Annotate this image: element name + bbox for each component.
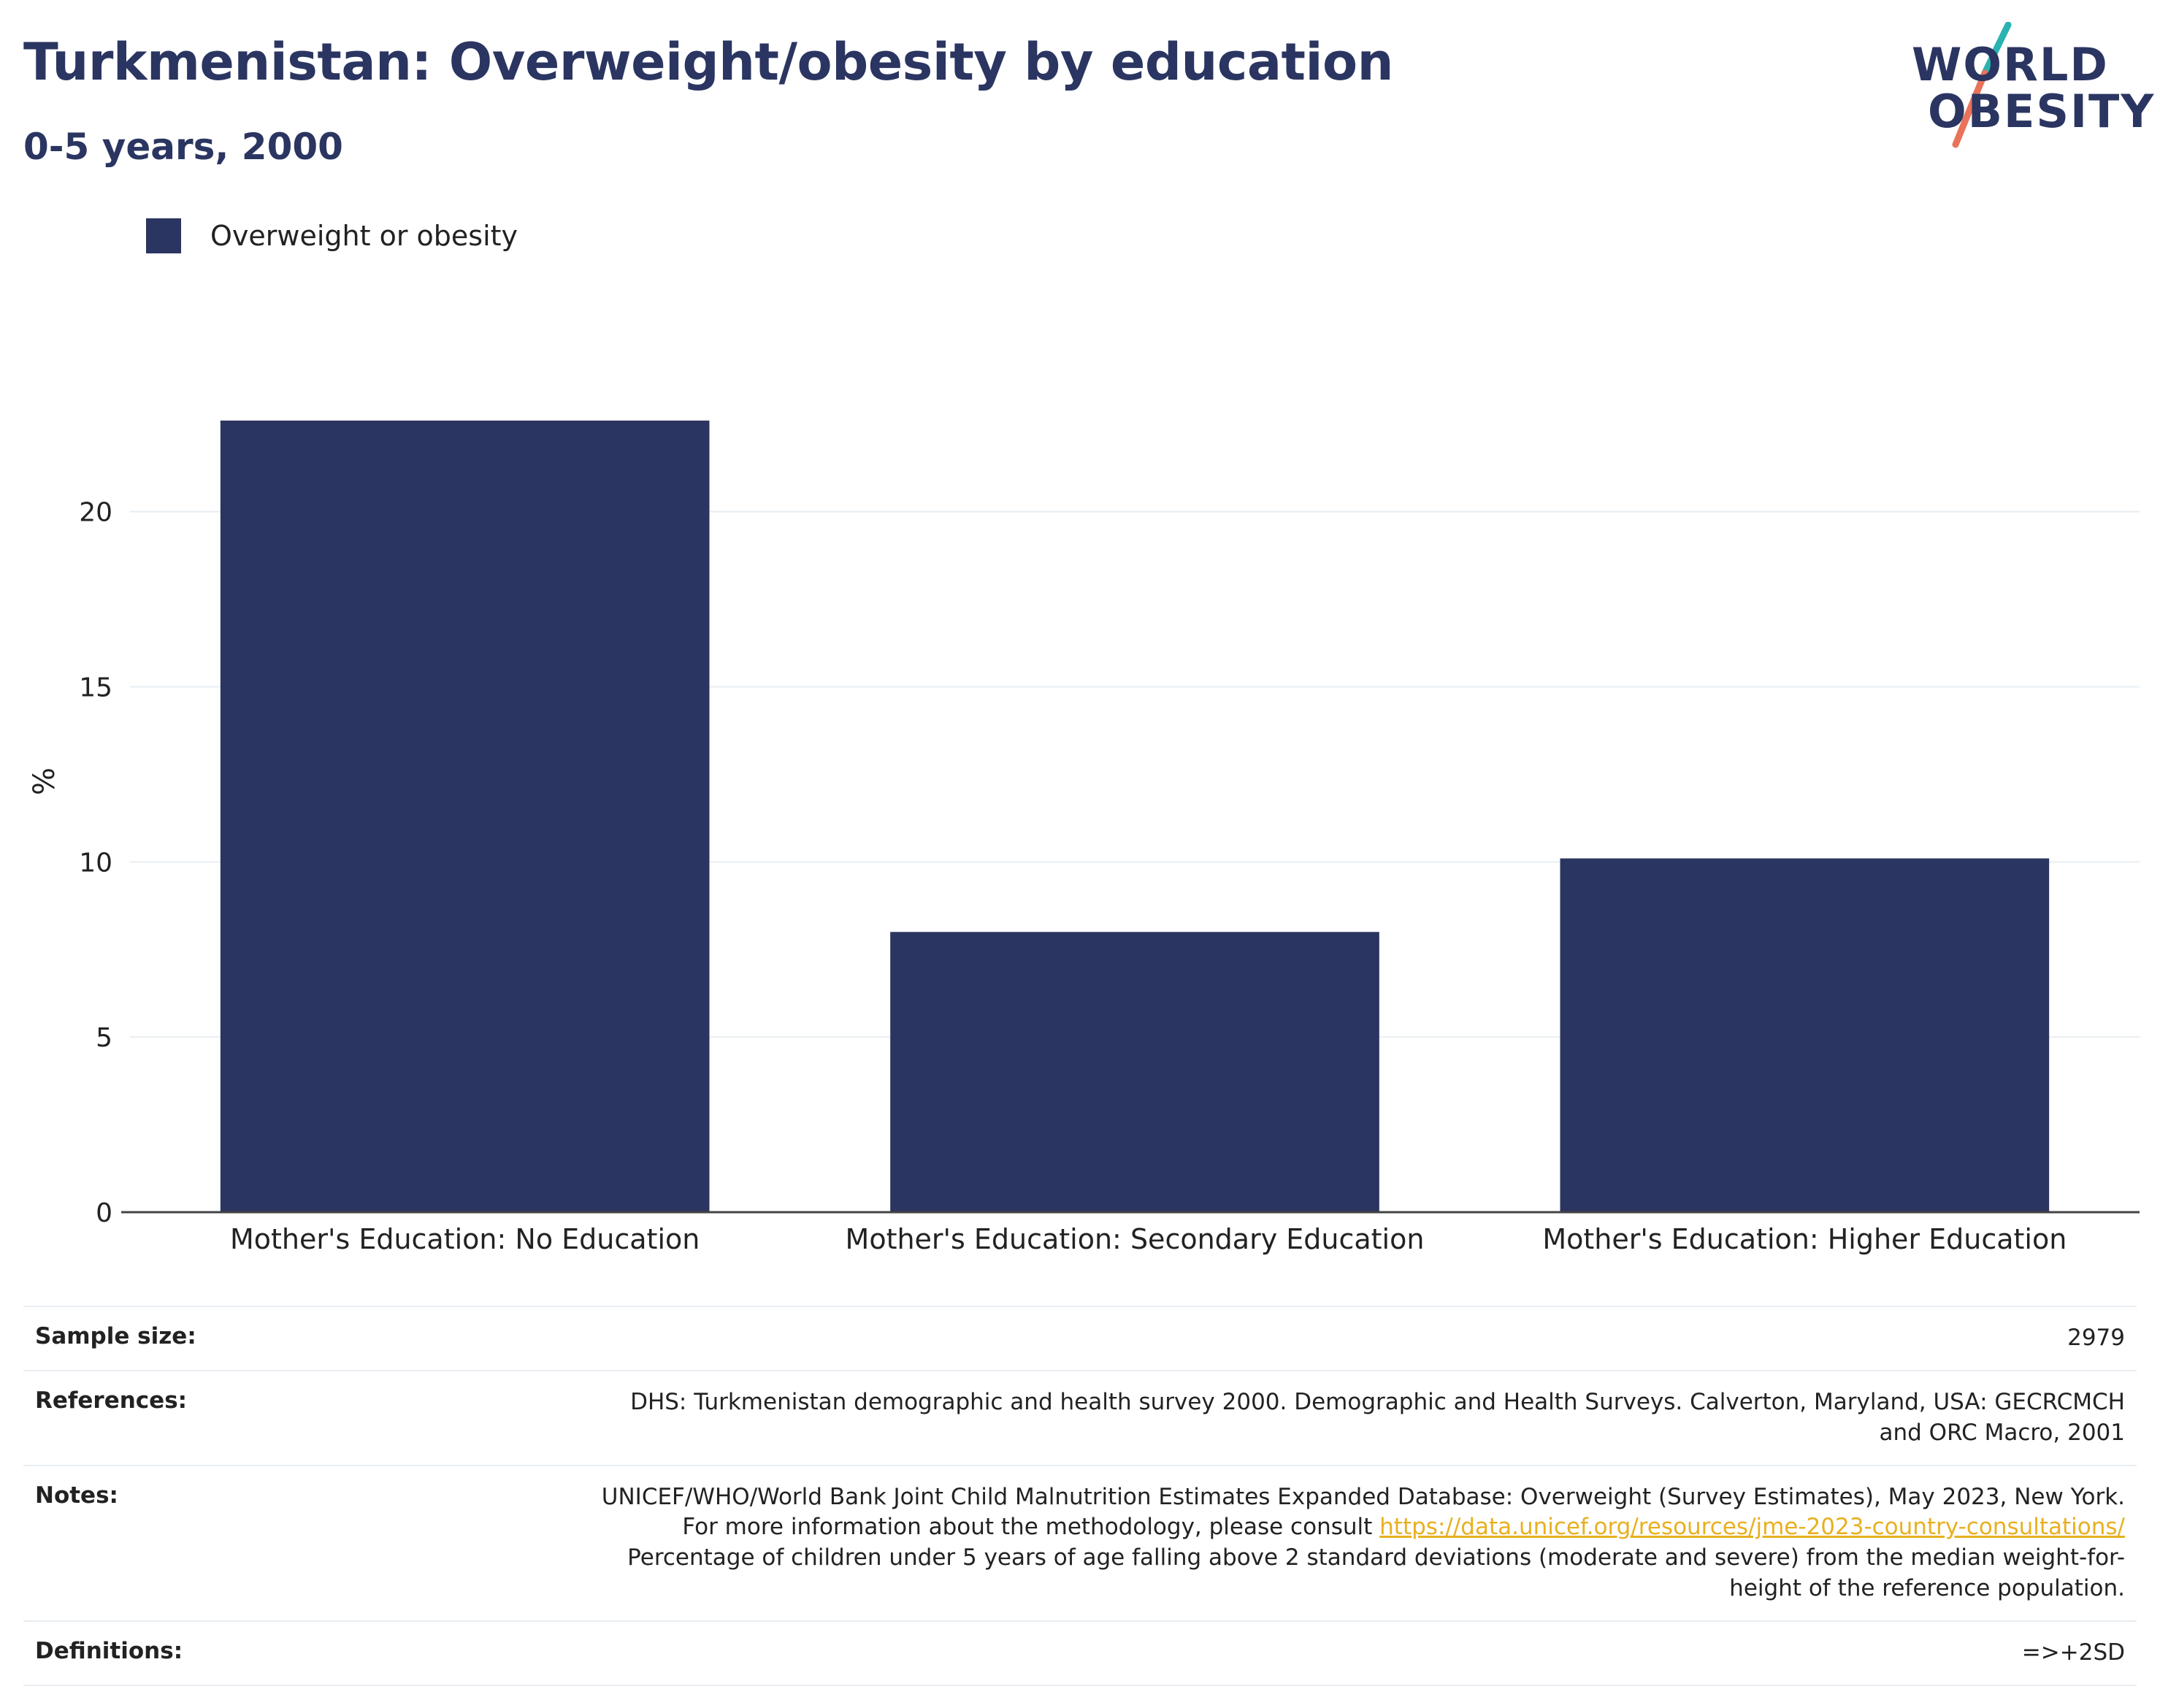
legend-label: Overweight or obesity — [210, 220, 518, 252]
notes-text-1: UNICEF/WHO/World Bank Joint Child Malnut… — [601, 1483, 2125, 1541]
definitions-row: Definitions: =>+2SD — [23, 1620, 2137, 1686]
definitions-label: Definitions: — [35, 1637, 183, 1664]
references-label: References: — [35, 1387, 188, 1414]
definitions-value: =>+2SD — [2021, 1639, 2125, 1666]
info-table: Sample size: 2979 References: DHS: Turkm… — [23, 1306, 2137, 1686]
x-category-label: Mother's Education: Secondary Education — [846, 1223, 1425, 1255]
logo-text-obesity: OBESITY — [1928, 85, 2156, 138]
bar — [220, 420, 710, 1212]
methodology-link[interactable]: https://data.unicef.org/resources/jme-20… — [1379, 1514, 2125, 1541]
y-tick-label: 15 — [79, 673, 112, 702]
chart-subtitle: 0-5 years, 2000 — [23, 126, 343, 168]
legend-swatch — [146, 218, 181, 253]
y-tick-label: 10 — [79, 848, 112, 878]
world-obesity-logo: WORLD OBESITY — [1899, 22, 2153, 153]
bar-chart: 0 5 10 15 20% Mother's Education: No Educatio… — [28, 420, 2140, 1255]
bar — [890, 932, 1379, 1212]
sample-size-value: 2979 — [2067, 1325, 2125, 1351]
logo-text-world: WORLD — [1912, 38, 2109, 91]
x-category-label: Mother's Education: Higher Education — [1542, 1223, 2067, 1255]
x-category-label: Mother's Education: No Education — [230, 1223, 700, 1255]
notes-text-2: Percentage of children under 5 years of … — [627, 1544, 2125, 1602]
notes-row: Notes: UNICEF/WHO/World Bank Joint Child… — [23, 1464, 2137, 1620]
notes-value: UNICEF/WHO/World Bank Joint Child Malnut… — [591, 1482, 2125, 1604]
bar — [1560, 858, 2050, 1212]
sample-size-label: Sample size: — [35, 1323, 196, 1349]
notes-label: Notes: — [35, 1482, 118, 1509]
y-tick-label: 5 — [96, 1023, 112, 1053]
y-axis-title: % — [28, 767, 61, 795]
chart-legend: Overweight or obesity — [146, 218, 518, 254]
references-row: References: DHS: Turkmenistan demographi… — [23, 1369, 2137, 1465]
y-tick-label: 0 — [96, 1198, 112, 1228]
references-value: DHS: Turkmenistan demographic and health… — [630, 1388, 2125, 1446]
sample-size-row: Sample size: 2979 — [23, 1306, 2137, 1370]
chart-title: Turkmenistan: Overweight/obesity by educ… — [23, 32, 1393, 92]
logo-slash-icon — [1952, 22, 2012, 148]
y-tick-label: 20 — [79, 498, 112, 528]
